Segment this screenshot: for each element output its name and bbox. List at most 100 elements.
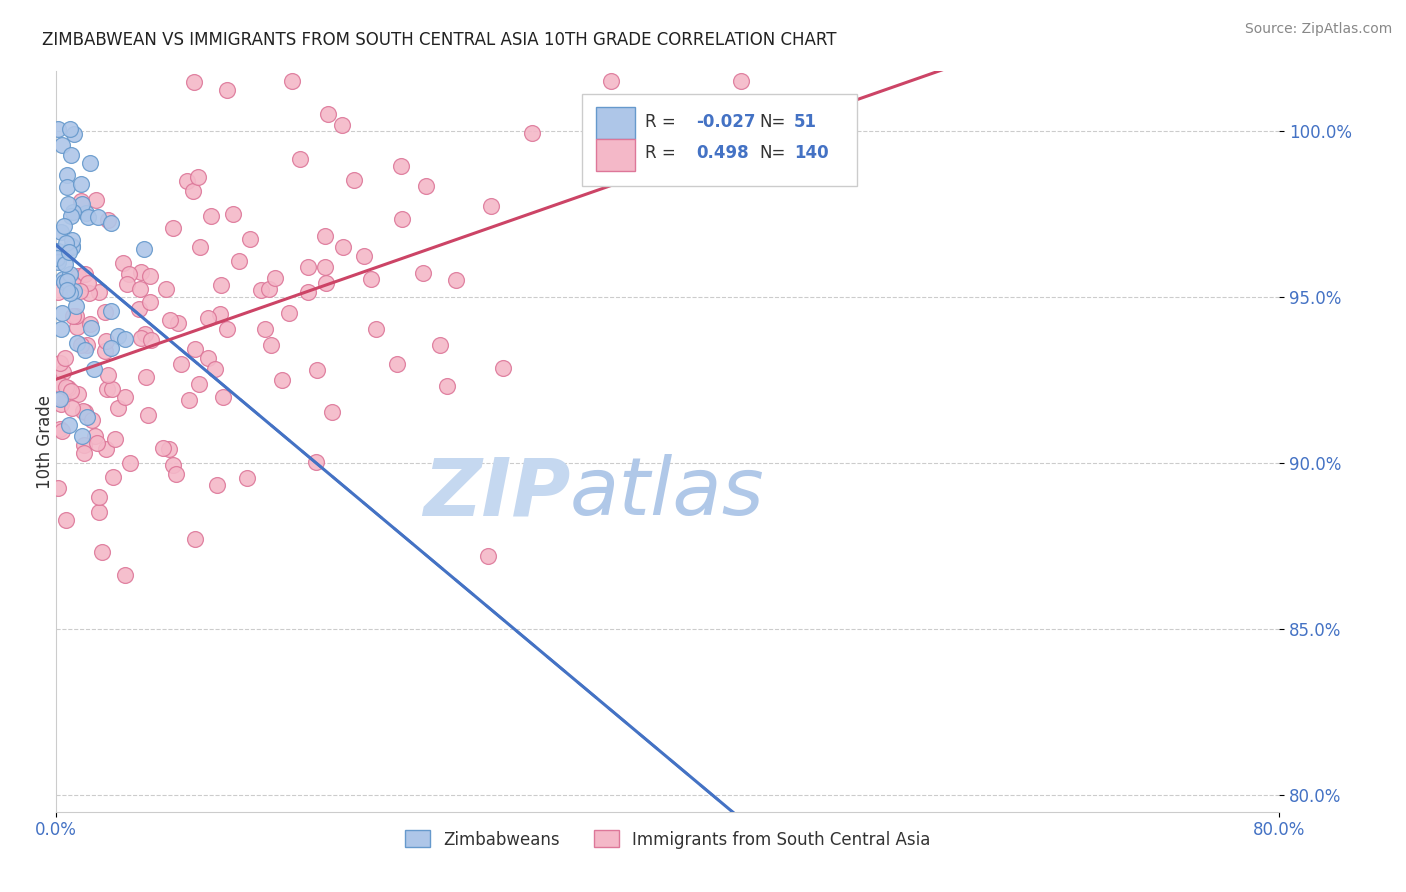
Point [52, 219, 75, 233]
Point [179, 392, 201, 407]
Point [56, 283, 79, 297]
Point [170, 357, 193, 371]
Point [360, 272, 382, 286]
Point [114, 390, 136, 404]
Point [66, 268, 89, 283]
Point [66, 336, 89, 351]
Point [58, 418, 80, 433]
Point [75, 205, 97, 219]
Point [176, 174, 198, 188]
Point [288, 153, 311, 167]
Point [77, 276, 100, 290]
Point [76, 338, 98, 352]
Point [332, 239, 354, 253]
FancyBboxPatch shape [596, 139, 636, 171]
Point [80, 321, 103, 335]
Point [62, 309, 84, 323]
Point [215, 83, 238, 97]
Point [264, 271, 287, 285]
Point [600, 74, 623, 88]
Point [249, 284, 271, 298]
Point [49, 356, 72, 370]
Point [271, 373, 294, 387]
Point [157, 442, 180, 456]
Point [115, 277, 138, 291]
Point [87, 285, 110, 300]
Point [391, 212, 413, 227]
Point [239, 232, 262, 246]
Point [730, 74, 752, 88]
Point [73, 405, 96, 419]
Point [118, 267, 141, 281]
Point [260, 338, 283, 352]
Point [139, 333, 162, 347]
Point [69, 338, 91, 352]
Point [114, 332, 136, 346]
Point [215, 322, 238, 336]
Point [56, 180, 79, 194]
Point [65, 310, 87, 324]
Point [187, 169, 209, 184]
Point [65, 299, 87, 313]
Point [91, 544, 114, 558]
Point [83, 362, 105, 376]
Text: ZIMBABWEAN VS IMMIGRANTS FROM SOUTH CENTRAL ASIA 10TH GRADE CORRELATION CHART: ZIMBABWEAN VS IMMIGRANTS FROM SOUTH CENT… [42, 31, 837, 49]
Point [444, 272, 467, 286]
Text: N=: N= [759, 144, 786, 161]
Text: 0.498: 0.498 [696, 144, 748, 161]
Point [59, 122, 82, 136]
Point [94, 305, 117, 319]
Point [58, 196, 80, 211]
Point [520, 126, 543, 140]
Point [46, 121, 69, 136]
Point [100, 216, 122, 230]
Point [479, 198, 502, 212]
Point [100, 304, 122, 318]
Point [197, 351, 219, 366]
Point [63, 284, 86, 298]
Point [436, 378, 458, 392]
Point [59, 285, 82, 300]
Point [315, 277, 337, 291]
Point [278, 306, 301, 320]
Point [86, 435, 108, 450]
Point [51, 137, 73, 152]
Point [181, 185, 204, 199]
Point [51, 391, 73, 405]
Point [297, 260, 319, 274]
Y-axis label: 10th Grade: 10th Grade [37, 394, 53, 489]
Legend: Zimbabweans, Immigrants from South Central Asia: Zimbabweans, Immigrants from South Centr… [399, 823, 936, 855]
Point [84, 193, 107, 207]
Point [46, 255, 69, 269]
Point [76, 410, 98, 425]
Point [389, 159, 412, 173]
Point [60, 401, 83, 415]
Point [152, 441, 174, 455]
Point [135, 370, 157, 384]
Text: 140: 140 [794, 144, 828, 161]
Point [100, 341, 122, 355]
Point [101, 470, 124, 484]
Point [63, 128, 86, 142]
Point [48, 392, 70, 407]
Text: Source: ZipAtlas.com: Source: ZipAtlas.com [1244, 22, 1392, 37]
Point [70, 194, 93, 209]
Point [55, 274, 77, 288]
Point [167, 316, 190, 330]
Point [60, 233, 83, 247]
Point [45, 251, 67, 265]
Point [112, 255, 135, 269]
Point [59, 384, 82, 398]
Point [72, 404, 94, 418]
Point [209, 278, 232, 293]
Point [46, 481, 69, 495]
Point [51, 397, 73, 411]
Point [97, 368, 120, 382]
Point [58, 245, 80, 260]
Point [94, 334, 117, 348]
Point [297, 285, 319, 299]
Point [46, 285, 69, 300]
Point [96, 382, 118, 396]
Point [429, 338, 451, 352]
Point [87, 490, 110, 504]
